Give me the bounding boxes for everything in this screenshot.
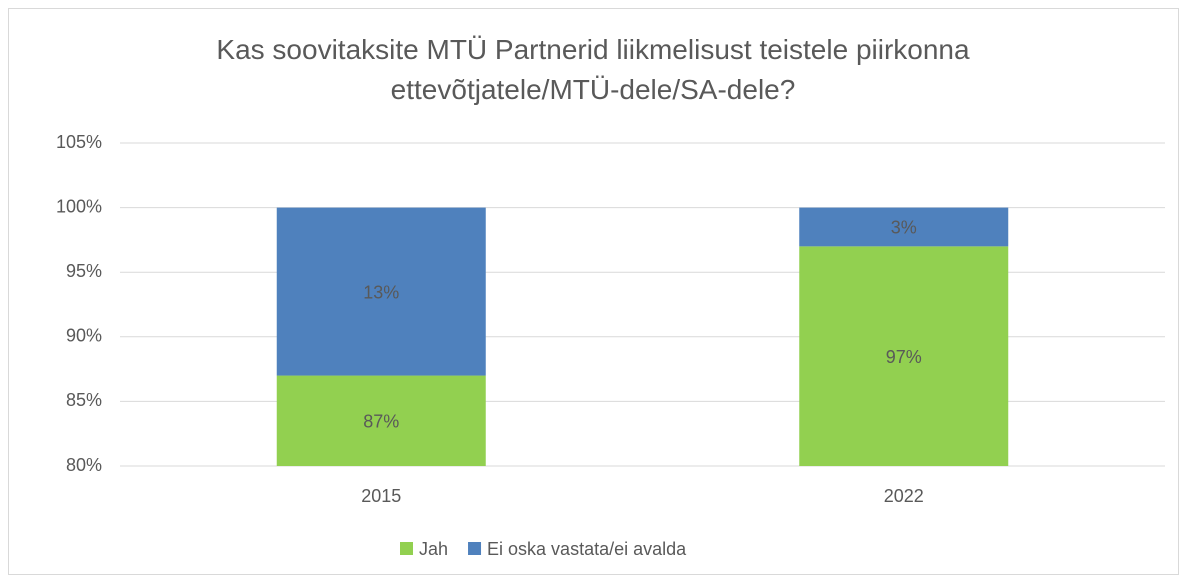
data-label: 97% (886, 347, 922, 367)
y-tick-label: 85% (66, 390, 102, 410)
chart-title: Kas soovitaksite MTÜ Partnerid liikmelis… (216, 34, 970, 105)
legend-swatch (400, 542, 413, 555)
bar-segment (276, 375, 486, 466)
y-tick-label: 95% (66, 261, 102, 281)
bar-segment (799, 207, 1009, 247)
data-label: 87% (363, 412, 399, 432)
data-label: 3% (891, 218, 917, 238)
legend-label: Ei oska vastata/ei avalda (487, 539, 687, 559)
y-tick-label: 100% (56, 196, 102, 216)
x-tick-label: 2022 (884, 486, 924, 506)
y-tick-label: 105% (56, 132, 102, 152)
legend-swatch (468, 542, 482, 555)
bar-segment (799, 246, 1009, 466)
legend-label: Jah (419, 539, 448, 559)
y-tick-label: 80% (66, 455, 102, 475)
x-tick-label: 2015 (361, 486, 401, 506)
y-tick-label: 90% (66, 326, 102, 346)
data-label: 13% (363, 282, 399, 302)
bar-segment (276, 207, 486, 376)
